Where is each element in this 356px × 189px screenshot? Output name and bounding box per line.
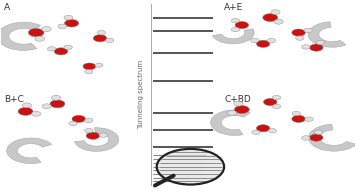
Circle shape (231, 27, 240, 32)
Circle shape (310, 134, 323, 141)
Circle shape (235, 22, 248, 29)
Circle shape (51, 95, 61, 100)
Circle shape (263, 98, 277, 106)
Wedge shape (74, 128, 119, 151)
Circle shape (268, 129, 277, 133)
Circle shape (35, 36, 44, 41)
Text: A+E: A+E (224, 3, 244, 12)
Circle shape (93, 35, 107, 42)
Circle shape (304, 28, 312, 33)
Circle shape (314, 130, 323, 135)
Circle shape (292, 115, 305, 122)
Wedge shape (309, 124, 356, 151)
Circle shape (234, 106, 249, 113)
Circle shape (227, 110, 237, 115)
Circle shape (316, 40, 325, 45)
Circle shape (47, 47, 56, 51)
Circle shape (99, 133, 108, 137)
Circle shape (272, 104, 281, 109)
Circle shape (296, 36, 304, 40)
Circle shape (50, 100, 65, 108)
Circle shape (267, 38, 276, 43)
Circle shape (85, 129, 93, 133)
Wedge shape (7, 138, 52, 163)
Text: C+BD: C+BD (224, 94, 251, 104)
Circle shape (86, 132, 100, 139)
Circle shape (251, 38, 259, 43)
Circle shape (302, 45, 310, 49)
Circle shape (64, 15, 73, 20)
Circle shape (302, 136, 310, 140)
Text: Tunneling spectrum: Tunneling spectrum (138, 60, 144, 129)
Circle shape (292, 111, 300, 116)
Circle shape (95, 63, 103, 67)
Circle shape (292, 29, 305, 36)
Circle shape (28, 29, 44, 37)
Wedge shape (0, 22, 41, 50)
Circle shape (64, 19, 79, 27)
Circle shape (274, 19, 283, 24)
Circle shape (83, 63, 96, 70)
Circle shape (271, 10, 280, 15)
Circle shape (42, 104, 51, 109)
Circle shape (22, 103, 32, 108)
Circle shape (305, 117, 313, 121)
Circle shape (72, 115, 85, 122)
Circle shape (256, 40, 270, 47)
Circle shape (231, 19, 240, 23)
Circle shape (157, 149, 224, 184)
Circle shape (64, 45, 72, 50)
Wedge shape (213, 29, 254, 44)
Wedge shape (211, 110, 250, 135)
Circle shape (263, 14, 278, 22)
Wedge shape (308, 22, 346, 47)
Circle shape (97, 30, 105, 35)
Circle shape (272, 95, 281, 100)
Circle shape (252, 130, 260, 135)
Circle shape (18, 107, 33, 115)
Circle shape (41, 26, 51, 32)
Circle shape (32, 111, 41, 116)
Circle shape (234, 101, 243, 106)
Circle shape (54, 48, 68, 55)
Circle shape (85, 70, 93, 74)
Text: A: A (4, 3, 10, 12)
Circle shape (256, 125, 270, 132)
Circle shape (84, 118, 93, 123)
Text: B+C: B+C (4, 94, 24, 104)
Circle shape (105, 38, 114, 43)
Circle shape (58, 24, 67, 29)
Circle shape (69, 121, 77, 126)
Circle shape (310, 44, 323, 51)
